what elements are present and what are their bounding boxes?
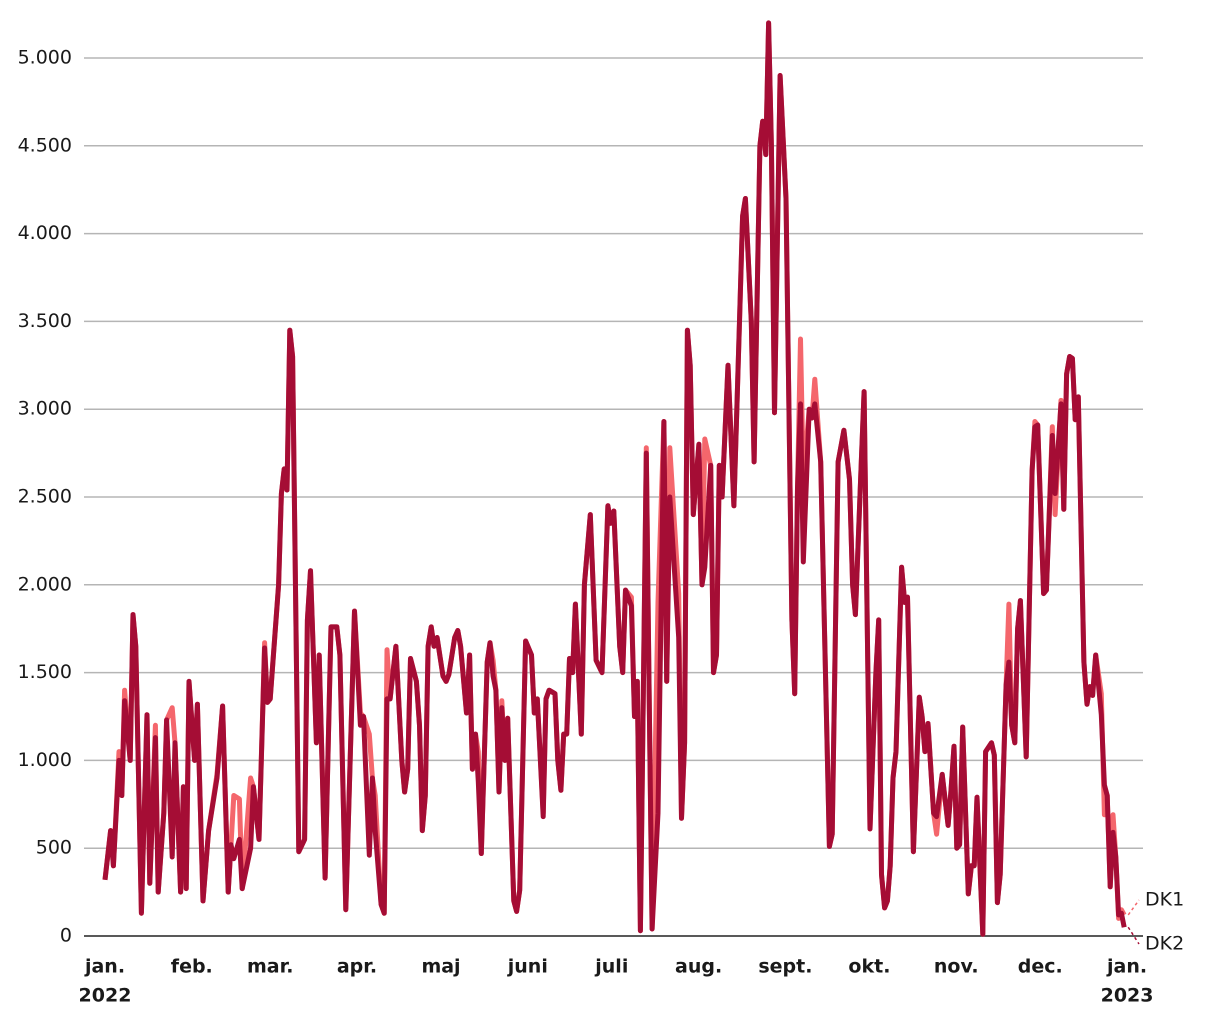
y-tick-label: 2.500 bbox=[18, 485, 72, 507]
x-tick-label: okt. bbox=[848, 956, 890, 978]
x-tick-label: dec. bbox=[1018, 956, 1063, 978]
y-tick-label: 2.000 bbox=[18, 573, 72, 595]
x-tick-label: juli bbox=[594, 956, 628, 978]
y-tick-label: 0 bbox=[60, 925, 72, 947]
x-tick-label: juni bbox=[507, 956, 548, 978]
y-tick-label: 3.500 bbox=[18, 310, 72, 332]
x-tick-label: apr. bbox=[337, 956, 377, 978]
x-tick-label: jan. bbox=[1106, 956, 1147, 978]
y-tick-label: 1.000 bbox=[18, 749, 72, 771]
legend-label: DK1 bbox=[1145, 889, 1184, 911]
x-tick-label: feb. bbox=[171, 956, 213, 978]
legend-label: DK2 bbox=[1145, 933, 1184, 955]
y-tick-label: 3.000 bbox=[18, 398, 72, 420]
y-tick-label: 1.500 bbox=[18, 661, 72, 683]
x-tick-label: jan. bbox=[84, 956, 125, 978]
x-tick-label: aug. bbox=[675, 956, 722, 978]
legend-connector bbox=[1127, 899, 1140, 916]
x-year-label: 2022 bbox=[79, 985, 132, 1007]
series-line bbox=[102, 20, 1127, 937]
y-tick-label: 500 bbox=[36, 837, 72, 859]
x-tick-label: nov. bbox=[934, 956, 979, 978]
x-year-label: 2023 bbox=[1101, 985, 1154, 1007]
x-tick-label: mar. bbox=[247, 956, 294, 978]
y-tick-label: 4.000 bbox=[18, 222, 72, 244]
x-tick-label: sept. bbox=[758, 956, 812, 978]
y-tick-label: 4.500 bbox=[18, 134, 72, 156]
y-tick-label: 5.000 bbox=[18, 46, 72, 68]
x-tick-label: maj bbox=[421, 956, 460, 978]
